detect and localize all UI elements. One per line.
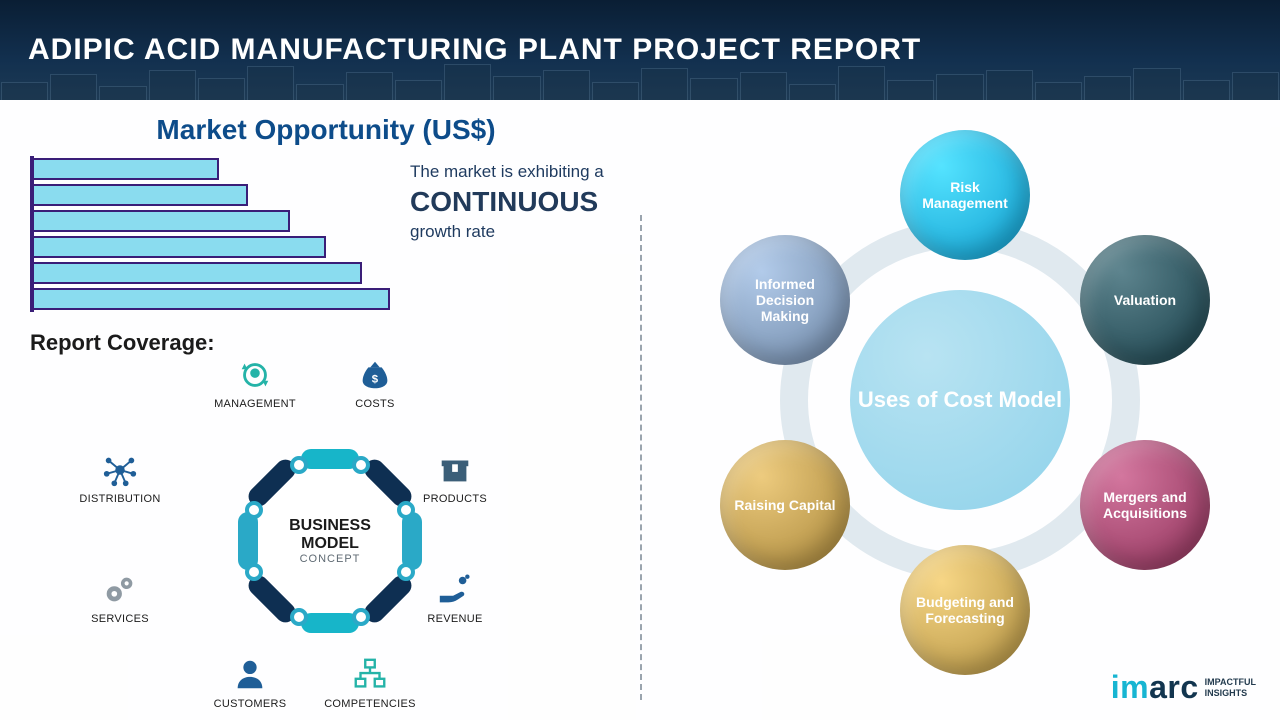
bm-item-label: REVENUE bbox=[395, 613, 515, 625]
svg-text:$: $ bbox=[372, 374, 379, 386]
bm-ring-dot bbox=[290, 456, 308, 474]
header-banner: ADIPIC ACID MANUFACTURING PLANT PROJECT … bbox=[0, 0, 1280, 100]
growth-text: The market is exhibiting a CONTINUOUS gr… bbox=[410, 156, 604, 312]
bm-item-distribution: DISTRIBUTION bbox=[60, 451, 180, 505]
bm-ring-segment bbox=[301, 449, 359, 469]
business-model-diagram: BUSINESS MODEL CONCEPT MANAGEMENT $ COSTS P… bbox=[50, 356, 610, 706]
bm-item-label: DISTRIBUTION bbox=[60, 493, 180, 505]
left-panel: Market Opportunity (US$) The market is e… bbox=[0, 100, 640, 720]
growth-line3: growth rate bbox=[410, 222, 604, 242]
network-icon bbox=[101, 451, 139, 489]
gears-icon bbox=[101, 571, 139, 609]
money-bag-icon: $ bbox=[356, 356, 394, 394]
bm-item-label: COMPETENCIES bbox=[310, 698, 430, 710]
bm-item-label: CUSTOMERS bbox=[190, 698, 310, 710]
report-coverage-title: Report Coverage: bbox=[30, 330, 622, 356]
right-panel: Uses of Cost Model Risk Management Valuat… bbox=[640, 100, 1280, 720]
person-icon bbox=[231, 656, 269, 694]
growth-emphasis: CONTINUOUS bbox=[410, 186, 604, 218]
bm-center-line2: MODEL bbox=[301, 535, 359, 553]
satellite-mergers-and-acquisitions: Mergers and Acquisitions bbox=[1080, 440, 1210, 570]
cost-model-diagram: Uses of Cost Model Risk ManagementValuat… bbox=[700, 140, 1220, 660]
box-icon bbox=[436, 451, 474, 489]
bm-item-label: MANAGEMENT bbox=[195, 398, 315, 410]
satellite-risk-management: Risk Management bbox=[900, 130, 1030, 260]
content-area: Market Opportunity (US$) The market is e… bbox=[0, 100, 1280, 720]
chart-bar bbox=[34, 158, 219, 180]
brand-tagline-1: IMPACTFUL bbox=[1205, 677, 1256, 687]
chart-bar bbox=[34, 184, 248, 206]
page-title: ADIPIC ACID MANUFACTURING PLANT PROJECT … bbox=[28, 33, 921, 67]
chart-bar bbox=[34, 262, 362, 284]
bm-item-management: MANAGEMENT bbox=[195, 356, 315, 410]
bm-item-products: PRODUCTS bbox=[395, 451, 515, 505]
market-opportunity-title: Market Opportunity (US$) bbox=[30, 114, 622, 146]
cost-model-hub-label: Uses of Cost Model bbox=[858, 387, 1062, 413]
bm-ring-dot bbox=[352, 608, 370, 626]
brand-name: imarc bbox=[1111, 669, 1199, 706]
brand-tagline-2: INSIGHTS bbox=[1205, 688, 1248, 698]
market-opportunity-row: The market is exhibiting a CONTINUOUS gr… bbox=[30, 156, 622, 312]
cost-model-hub: Uses of Cost Model bbox=[850, 290, 1070, 510]
hand-coin-icon bbox=[436, 571, 474, 609]
chart-bar bbox=[34, 288, 390, 310]
bm-ring-dot bbox=[290, 608, 308, 626]
bm-center-line1: BUSINESS bbox=[289, 517, 371, 535]
bm-item-costs: $ COSTS bbox=[315, 356, 435, 410]
bm-item-services: SERVICES bbox=[60, 571, 180, 625]
market-opportunity-chart bbox=[30, 156, 390, 312]
chart-bar bbox=[34, 236, 326, 258]
bm-ring-segment bbox=[238, 512, 258, 570]
bm-item-label: PRODUCTS bbox=[395, 493, 515, 505]
bm-center-sub: CONCEPT bbox=[300, 553, 361, 565]
chart-bar bbox=[34, 210, 290, 232]
bm-item-label: SERVICES bbox=[60, 613, 180, 625]
satellite-raising-capital: Raising Capital bbox=[720, 440, 850, 570]
growth-line1: The market is exhibiting a bbox=[410, 162, 604, 182]
satellite-valuation: Valuation bbox=[1080, 235, 1210, 365]
bm-item-competencies: COMPETENCIES bbox=[310, 656, 430, 710]
bulb-cycle-icon bbox=[236, 356, 274, 394]
bm-ring-segment bbox=[301, 613, 359, 633]
bm-item-customers: CUSTOMERS bbox=[190, 656, 310, 710]
satellite-informed-decision-making: Informed Decision Making bbox=[720, 235, 850, 365]
brand-tagline: IMPACTFUL INSIGHTS bbox=[1205, 677, 1256, 699]
satellite-budgeting-and-forecasting: Budgeting and Forecasting bbox=[900, 545, 1030, 675]
brand-logo: imarc IMPACTFUL INSIGHTS bbox=[1111, 669, 1256, 706]
bm-item-revenue: REVENUE bbox=[395, 571, 515, 625]
org-icon bbox=[351, 656, 389, 694]
bm-ring-dot bbox=[245, 501, 263, 519]
bm-item-label: COSTS bbox=[315, 398, 435, 410]
bm-ring-segment bbox=[402, 512, 422, 570]
